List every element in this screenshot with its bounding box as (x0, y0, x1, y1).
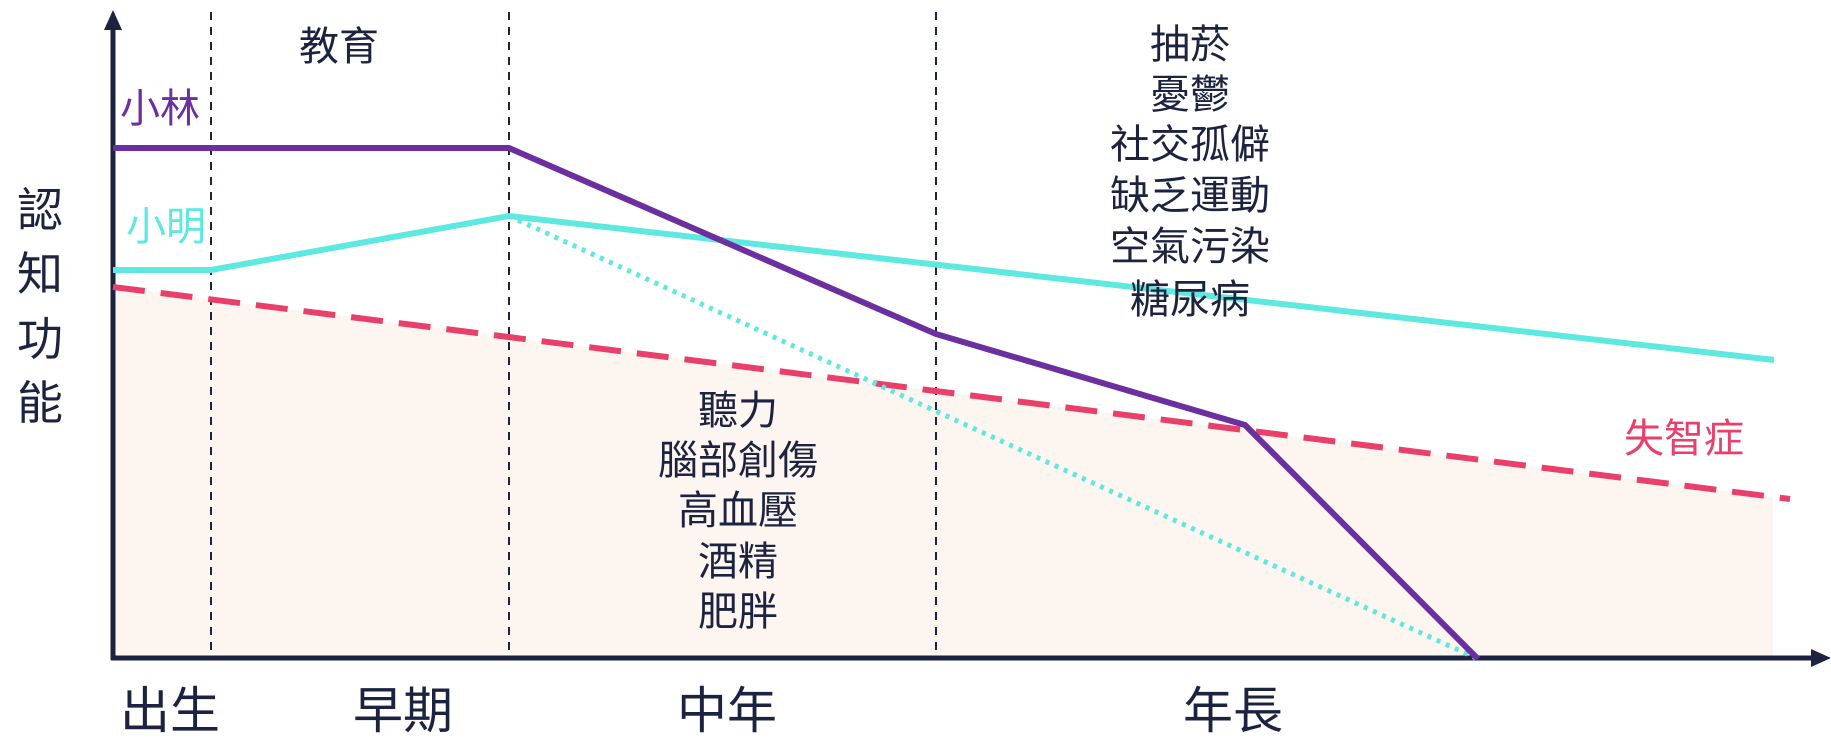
lin-trajectory-line (113, 145, 1481, 662)
lin-series-label: 小林 (120, 86, 200, 132)
y-axis-label-char: 認 (17, 183, 63, 237)
midlife-factor: 腦部創傷 (658, 438, 818, 484)
dementia-zone-shade (113, 287, 1773, 656)
late-factor: 社交孤僻 (1110, 122, 1270, 168)
late-factor: 缺乏運動 (1110, 173, 1270, 219)
ming-decline-dotted-line (507, 213, 1480, 662)
y-axis-label-char: 功 (17, 312, 63, 366)
ming-trajectory-line (113, 212, 1775, 363)
dementia-threshold-line (112, 284, 1791, 502)
ming-series-label: 小明 (126, 204, 206, 250)
y-axis-label-char: 知 (17, 247, 63, 301)
stage-label-early: 早期 (353, 682, 453, 739)
stage-label-late: 年長 (1183, 682, 1283, 739)
education-label: 教育 (299, 24, 379, 70)
late-factor: 憂鬱 (1150, 72, 1230, 118)
late-factor: 糖尿病 (1130, 277, 1250, 323)
y-axis-label-char: 能 (17, 376, 63, 430)
dementia-series-label: 失智症 (1624, 416, 1744, 462)
midlife-factor: 高血壓 (678, 488, 798, 534)
midlife-factor: 酒精 (698, 539, 778, 585)
stage-label-midlife: 中年 (677, 682, 777, 739)
y-axis-arrow (104, 10, 122, 30)
late-factor: 空氣污染 (1110, 224, 1270, 270)
midlife-factor: 聽力 (698, 388, 778, 434)
stage-label-birth: 出生 (120, 682, 220, 739)
midlife-factor: 肥胖 (698, 589, 778, 635)
x-axis-arrow (1811, 649, 1831, 667)
late-factor: 抽菸 (1150, 22, 1230, 68)
